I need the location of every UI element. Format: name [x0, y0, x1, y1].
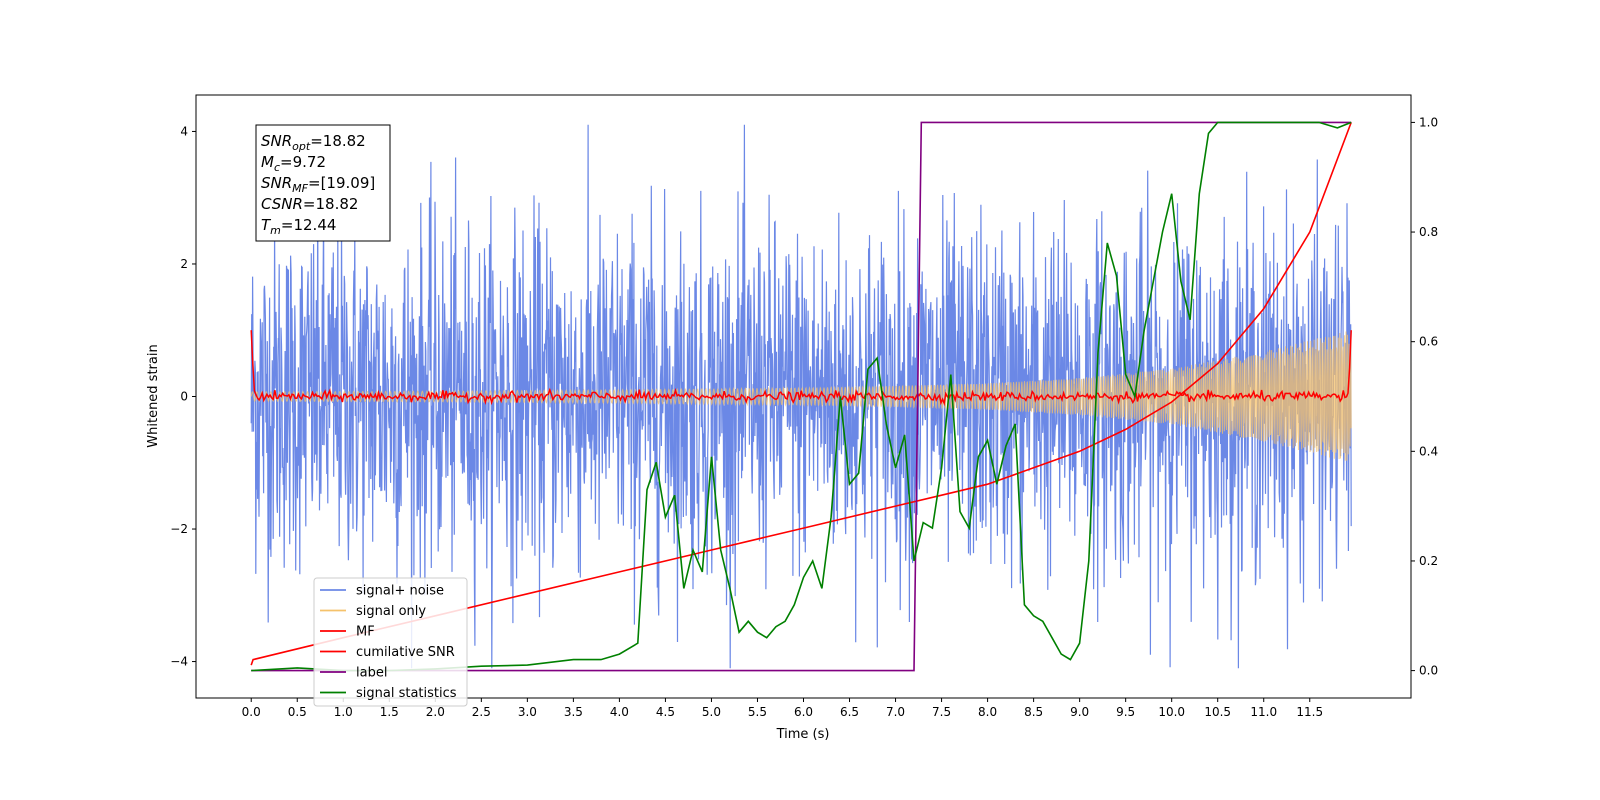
y2-tick-label: 0.6 — [1419, 335, 1438, 349]
y2-tick-label: 0.8 — [1419, 225, 1438, 239]
x-tick-label: 11.0 — [1250, 705, 1277, 719]
series-label-line — [251, 121, 1352, 672]
x-tick-label: 1.5 — [380, 705, 399, 719]
legend-label: signal only — [356, 604, 426, 619]
x-tick-label: 10.0 — [1158, 705, 1185, 719]
annotation-line: Tm=12.44 — [261, 216, 336, 237]
x-tick-label: 6.5 — [840, 705, 859, 719]
y2-tick-label: 1.0 — [1419, 115, 1438, 129]
x-tick-label: 11.5 — [1296, 705, 1323, 719]
x-tick-label: 5.5 — [748, 705, 767, 719]
x-axis-label: Time (s) — [776, 727, 830, 742]
x-tick-label: 1.0 — [334, 705, 353, 719]
x-tick-label: 4.5 — [656, 705, 675, 719]
annotation-box — [255, 124, 391, 242]
y-tick-label: −2 — [170, 522, 188, 536]
x-tick-label: 8.5 — [1024, 705, 1043, 719]
annotation-line: CSNR=18.82 — [261, 195, 358, 213]
x-tick-label: 2.0 — [426, 705, 445, 719]
y2-tick-label: 0.4 — [1419, 444, 1438, 458]
x-tick-label: 2.5 — [472, 705, 491, 719]
x-tick-label: 0.5 — [288, 705, 307, 719]
legend-label: signal+ noise — [356, 584, 444, 599]
series-signal-noise-line — [250, 124, 1352, 669]
y-tick-label: 2 — [180, 257, 188, 271]
y2-tick-label: 0.2 — [1419, 554, 1438, 568]
x-tick-label: 10.5 — [1204, 705, 1231, 719]
annotation-line: SNRopt=18.82 — [261, 132, 366, 153]
x-tick-label: 9.0 — [1070, 705, 1089, 719]
y-tick-label: −4 — [170, 655, 188, 669]
legend-label: label — [356, 666, 387, 681]
x-tick-label: 0.0 — [242, 705, 261, 719]
legend-box — [313, 577, 468, 707]
y-tick-label: 0 — [180, 390, 188, 404]
y2-tick-label: 0.0 — [1419, 664, 1438, 678]
series-mf-line — [250, 330, 1352, 407]
x-tick-label: 8.0 — [978, 705, 997, 719]
x-tick-label: 3.5 — [564, 705, 583, 719]
x-tick-label: 7.5 — [932, 705, 951, 719]
series-signal-only-line — [250, 331, 1352, 461]
y-axis-label: Whitened strain — [146, 344, 161, 447]
annotation-line: SNRMF=[19.09] — [261, 174, 375, 195]
x-tick-label: 7.0 — [886, 705, 905, 719]
series-signal-statistics-line — [251, 121, 1352, 672]
legend-label: signal statistics — [356, 686, 457, 701]
legend-label: cumilative SNR — [356, 645, 455, 660]
x-tick-label: 5.0 — [702, 705, 721, 719]
annotation-line: Mc=9.72 — [261, 153, 326, 174]
x-tick-label: 6.0 — [794, 705, 813, 719]
y-tick-label: 4 — [180, 124, 188, 138]
x-tick-label: 4.0 — [610, 705, 629, 719]
x-tick-label: 9.5 — [1116, 705, 1135, 719]
x-tick-label: 3.0 — [518, 705, 537, 719]
legend-label: MF — [356, 625, 375, 640]
